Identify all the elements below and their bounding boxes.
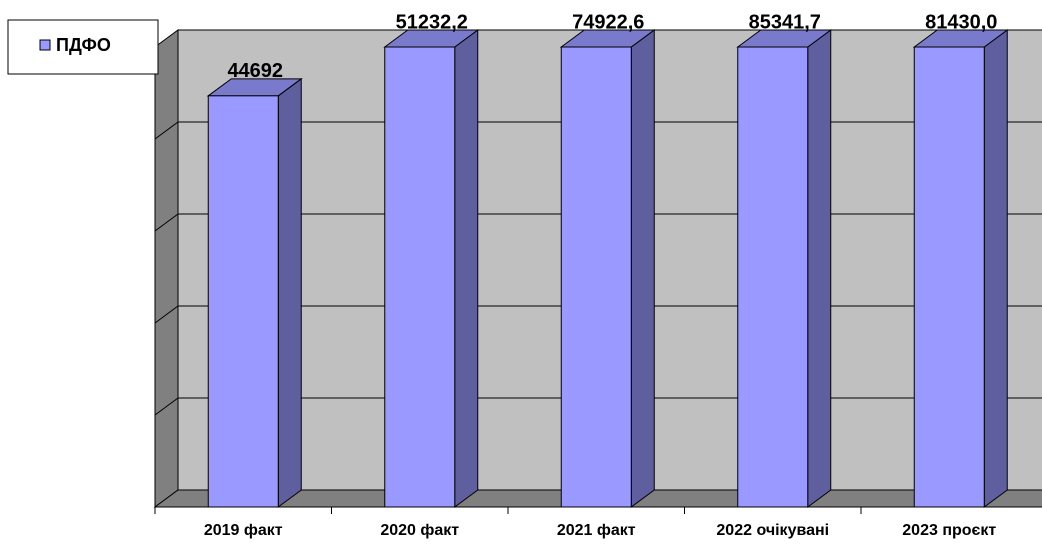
grid-line [154,397,179,416]
bar [207,95,279,508]
bar [560,46,632,508]
bar-side [277,77,302,508]
grid-line [154,213,179,232]
x-tick-label: 2023 проєкт [902,522,996,539]
bar [913,46,985,508]
legend-swatch [39,39,51,51]
legend-label: ПДФО [56,35,111,55]
bar [384,46,456,508]
x-tick-label: 2021 факт [557,522,636,539]
bar-side [807,29,832,508]
value-label: 44692 [227,60,283,82]
value-label: 74922,6 [572,11,644,33]
x-tick-label: 2019 факт [204,522,283,539]
side-wall [154,29,179,508]
bar-side [983,29,1008,508]
value-label: 81430,0 [925,11,997,33]
grid-line [154,121,179,140]
value-label: 51232,2 [396,11,468,33]
legend: ПДФО [7,19,159,75]
bar [737,46,809,508]
plot-area: 44692 51232,2 74922,6 85341,7 81430,0 2019 фа… [153,11,1042,539]
bar-side [630,29,655,508]
x-tick-label: 2020 факт [380,522,459,539]
value-label: 85341,7 [749,11,821,33]
bar-side [454,29,479,508]
legend-box [7,19,159,75]
grid-line [154,305,179,324]
x-tick-label: 2022 очікувані [716,522,829,539]
